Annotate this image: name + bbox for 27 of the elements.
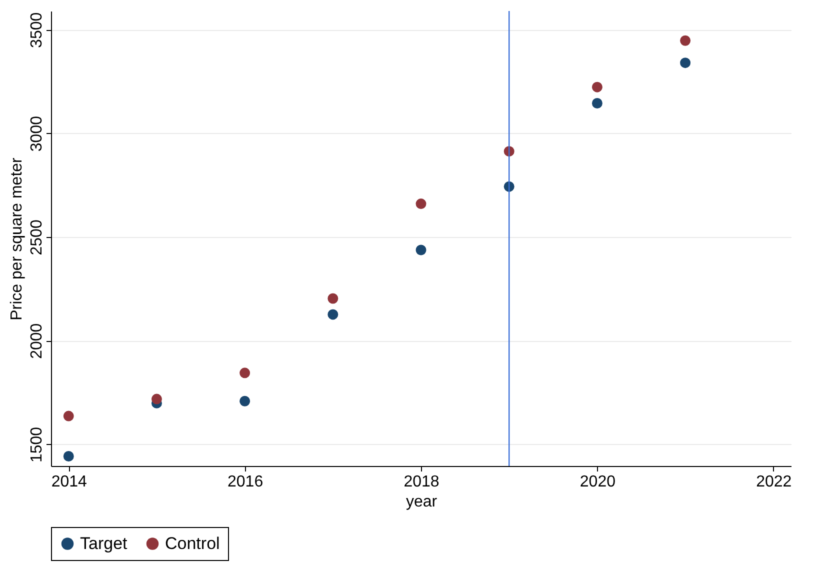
y-axis-title: Price per square meter (8, 156, 26, 320)
y-tick-label: 3500 (28, 12, 46, 48)
point (416, 244, 426, 256)
point (328, 309, 338, 320)
point (592, 82, 602, 92)
x-tick-label: 2022 (756, 474, 792, 490)
x-axis-title: year (406, 494, 438, 510)
y-tick-label: 1500 (28, 426, 46, 463)
point (63, 410, 74, 422)
point (328, 293, 338, 304)
x-tick-label: 2016 (228, 474, 264, 490)
point (416, 198, 426, 210)
point (680, 58, 691, 68)
point (592, 98, 602, 108)
x-tick-label: 2018 (404, 474, 440, 490)
legend-label: Control (165, 534, 220, 553)
point (680, 35, 691, 46)
y-tick-label: 2500 (28, 220, 46, 256)
x-tick-label: 2014 (51, 474, 88, 490)
y-tick-label: 2000 (28, 323, 46, 359)
point (240, 396, 250, 406)
legend-label: Target (80, 534, 128, 553)
y-tick-label: 3000 (28, 116, 46, 152)
x-tick-label: 2020 (580, 474, 616, 490)
point (63, 451, 74, 462)
point (240, 368, 250, 378)
point (151, 394, 162, 404)
